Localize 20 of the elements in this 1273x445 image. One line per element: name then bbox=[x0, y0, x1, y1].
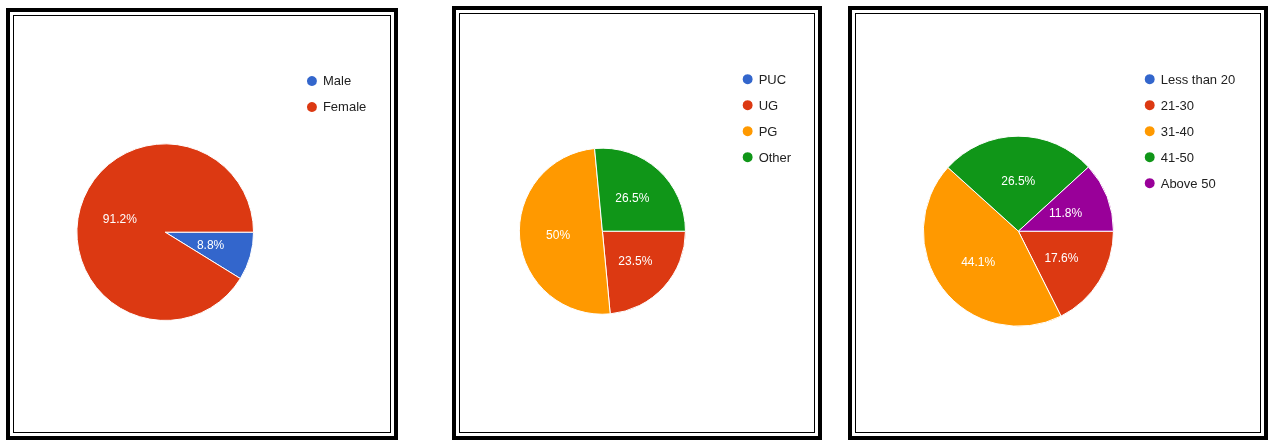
data-label: 11.8% bbox=[1048, 205, 1083, 220]
data-label: 91.2% bbox=[102, 212, 138, 227]
data-label: 44.1% bbox=[961, 254, 996, 269]
data-label: 26.5% bbox=[615, 191, 650, 206]
legend-label: 21-30 bbox=[1160, 97, 1194, 113]
legend-label: PG bbox=[758, 123, 778, 139]
data-label: 23.5% bbox=[618, 254, 653, 269]
legend-label: Above 50 bbox=[1160, 175, 1216, 191]
data-label: 17.6% bbox=[1044, 250, 1079, 265]
legend-label: 31-40 bbox=[1160, 123, 1194, 139]
data-label: 50% bbox=[546, 228, 571, 243]
data-label: 8.8% bbox=[196, 238, 225, 253]
legend-label: UG bbox=[758, 97, 779, 113]
data-label: 26.5% bbox=[1001, 173, 1036, 188]
legend-label: Other bbox=[758, 149, 792, 165]
legend-label: Male bbox=[322, 73, 352, 89]
legend-label: Female bbox=[322, 99, 367, 115]
legend-label: PUC bbox=[758, 71, 787, 87]
legend-label: 41-50 bbox=[1160, 149, 1194, 165]
legend-label: Less than 20 bbox=[1160, 71, 1236, 87]
